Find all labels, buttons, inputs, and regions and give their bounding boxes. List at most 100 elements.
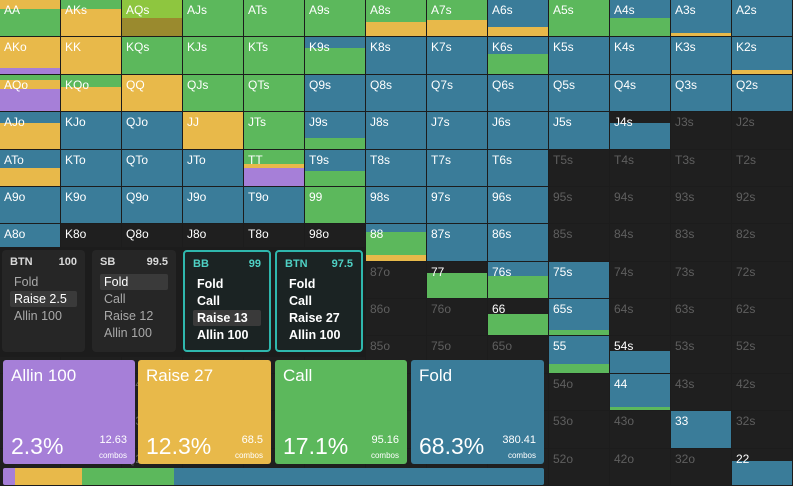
action-option[interactable]: Fold [289,277,316,291]
action-option[interactable]: Fold [197,277,224,291]
hand-cell-54s[interactable]: 54s [610,336,671,374]
action-option[interactable]: Allin 100 [104,326,152,340]
hand-cell-44[interactable]: 44 [610,373,671,412]
hand-cell-87o[interactable]: 87o [366,261,427,300]
hand-cell-65s[interactable]: 65s [549,299,610,337]
hand-cell-Q9o[interactable]: Q9o [122,186,183,225]
hand-cell-66[interactable]: 66 [488,299,549,337]
action-panel-sb[interactable]: SB 99.5 Fold Call Raise 12 Allin 100 [92,250,176,352]
hand-cell-KQo[interactable]: KQo [61,74,122,113]
hand-cell-Q2s[interactable]: Q2s [732,74,793,113]
hand-cell-52o[interactable]: 52o [549,448,610,486]
hand-cell-AKs[interactable]: AKs [61,0,122,38]
hand-cell-92s[interactable]: 92s [732,186,793,225]
hand-cell-73s[interactable]: 73s [671,261,732,300]
hand-cell-JTs[interactable]: JTs [244,112,305,150]
hand-cell-KQs[interactable]: KQs [122,37,183,75]
hand-cell-K9o[interactable]: K9o [61,186,122,225]
hand-cell-K8s[interactable]: K8s [366,37,427,75]
hand-cell-J8s[interactable]: J8s [366,112,427,150]
hand-cell-K5s[interactable]: K5s [549,37,610,75]
action-option[interactable]: Raise 12 [104,309,154,323]
action-option[interactable]: Allin 100 [197,328,249,342]
hand-cell-T5s[interactable]: T5s [549,149,610,187]
hand-cell-75s[interactable]: 75s [549,261,610,300]
action-option[interactable]: Call [197,294,220,308]
hand-cell-76o[interactable]: 76o [427,299,488,337]
hand-cell-J4s[interactable]: J4s [610,112,671,150]
hand-cell-A6s[interactable]: A6s [488,0,549,38]
hand-cell-85s[interactable]: 85s [549,224,610,262]
hand-cell-T2s[interactable]: T2s [732,149,793,187]
hand-cell-Q6s[interactable]: Q6s [488,74,549,113]
hand-cell-Q5s[interactable]: Q5s [549,74,610,113]
hand-cell-QJs[interactable]: QJs [183,74,244,113]
hand-cell-76s[interactable]: 76s [488,261,549,300]
hand-cell-55[interactable]: 55 [549,336,610,374]
action-option[interactable]: Call [289,294,312,308]
action-option[interactable]: Raise 2.5 [10,291,77,307]
action-panel-bb[interactable]: BB 99 Fold Call Raise 13 Allin 100 [183,250,271,352]
hand-cell-AJs[interactable]: AJs [183,0,244,38]
hand-cell-A5s[interactable]: A5s [549,0,610,38]
hand-cell-86s[interactable]: 86s [488,224,549,262]
hand-cell-42s[interactable]: 42s [732,373,793,412]
hand-cell-T4s[interactable]: T4s [610,149,671,187]
hand-cell-43o[interactable]: 43o [610,411,671,449]
hand-cell-32o[interactable]: 32o [671,448,732,486]
hand-cell-AJo[interactable]: AJo [0,112,61,150]
hand-cell-Q3s[interactable]: Q3s [671,74,732,113]
hand-cell-96s[interactable]: 96s [488,186,549,225]
hand-cell-AA[interactable]: AA [0,0,61,38]
hand-cell-54o[interactable]: 54o [549,373,610,412]
summary-fold[interactable]: Fold 68.3% 380.41 combos [411,360,544,464]
hand-cell-T3s[interactable]: T3s [671,149,732,187]
hand-cell-95s[interactable]: 95s [549,186,610,225]
hand-cell-Q8s[interactable]: Q8s [366,74,427,113]
action-option[interactable]: Raise 27 [289,311,340,325]
hand-cell-K4s[interactable]: K4s [610,37,671,75]
hand-cell-84s[interactable]: 84s [610,224,671,262]
action-option[interactable]: Allin 100 [14,309,62,323]
hand-cell-QTo[interactable]: QTo [122,149,183,187]
hand-cell-A9s[interactable]: A9s [305,0,366,38]
hand-cell-98s[interactable]: 98s [366,186,427,225]
hand-cell-A3s[interactable]: A3s [671,0,732,38]
hand-cell-KTs[interactable]: KTs [244,37,305,75]
hand-cell-KTo[interactable]: KTo [61,149,122,187]
hand-cell-82s[interactable]: 82s [732,224,793,262]
hand-cell-T7s[interactable]: T7s [427,149,488,187]
hand-cell-AQs[interactable]: AQs [122,0,183,38]
action-option[interactable]: Allin 100 [289,328,341,342]
hand-cell-K7s[interactable]: K7s [427,37,488,75]
hand-cell-J9s[interactable]: J9s [305,112,366,150]
hand-cell-83s[interactable]: 83s [671,224,732,262]
hand-cell-TT[interactable]: TT [244,149,305,187]
hand-cell-J9o[interactable]: J9o [183,186,244,225]
hand-cell-74s[interactable]: 74s [610,261,671,300]
hand-cell-94s[interactable]: 94s [610,186,671,225]
summary-allin[interactable]: Allin 100 2.3% 12.63 combos [3,360,135,464]
hand-cell-J7s[interactable]: J7s [427,112,488,150]
hand-cell-63s[interactable]: 63s [671,299,732,337]
hand-cell-T8s[interactable]: T8s [366,149,427,187]
hand-cell-33[interactable]: 33 [671,411,732,449]
hand-cell-53s[interactable]: 53s [671,336,732,374]
hand-cell-86o[interactable]: 86o [366,299,427,337]
hand-cell-K2s[interactable]: K2s [732,37,793,75]
hand-cell-22[interactable]: 22 [732,448,793,486]
hand-cell-42o[interactable]: 42o [610,448,671,486]
hand-cell-52s[interactable]: 52s [732,336,793,374]
hand-cell-K3s[interactable]: K3s [671,37,732,75]
hand-cell-AQo[interactable]: AQo [0,74,61,113]
action-option[interactable]: Call [104,292,126,306]
hand-cell-32s[interactable]: 32s [732,411,793,449]
summary-call[interactable]: Call 17.1% 95.16 combos [275,360,407,464]
hand-cell-Q9s[interactable]: Q9s [305,74,366,113]
hand-cell-T9s[interactable]: T9s [305,149,366,187]
action-option[interactable]: Raise 13 [193,310,261,326]
hand-cell-A2s[interactable]: A2s [732,0,793,38]
hand-cell-K9s[interactable]: K9s [305,37,366,75]
hand-cell-88[interactable]: 88 [366,224,427,262]
hand-cell-64s[interactable]: 64s [610,299,671,337]
